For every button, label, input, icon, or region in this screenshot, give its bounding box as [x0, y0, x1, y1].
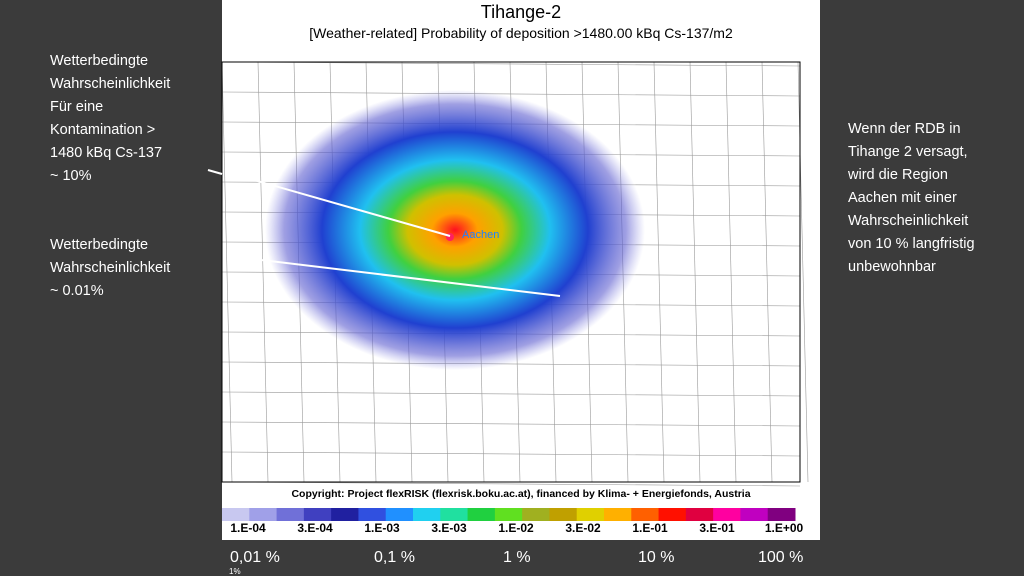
map-title: Tihange-2: [481, 2, 561, 22]
colorbar-label: 1.E-02: [498, 521, 534, 535]
colorbar-segment: [303, 508, 332, 521]
colorbar-segment: [222, 508, 250, 521]
grid-line: [221, 91, 801, 97]
colorbar-segment: [631, 508, 660, 521]
city-label: Aachen: [462, 229, 499, 241]
cut-label: 1%: [229, 567, 241, 576]
colorbar-segment: [276, 508, 305, 521]
note-line: 1480 kBq Cs-137: [50, 145, 162, 161]
colorbar-label: 3.E-03: [431, 521, 467, 535]
grid-line: [221, 391, 801, 397]
colorbar-label: 3.E-04: [297, 521, 333, 535]
grid-line: [221, 361, 801, 367]
grid-line: [221, 61, 801, 67]
grid-line: [761, 61, 773, 483]
deposition-plume: [265, 90, 645, 370]
note-line: Aachen mit einer: [848, 190, 957, 206]
colorbar-segment: [549, 508, 578, 521]
grid-line: [725, 61, 737, 483]
grid-line: [221, 451, 801, 457]
colorbar-segment: [658, 508, 687, 521]
colorbar-segment: [767, 508, 796, 521]
grid-line: [689, 61, 701, 483]
note-line: Für eine: [50, 99, 103, 115]
colorbar-label: 1.E-03: [364, 521, 400, 535]
colorbar-segment: [576, 508, 605, 521]
note-line: Wahrscheinlichkeit: [50, 260, 170, 276]
copyright: Copyright: Project flexRISK (flexrisk.bo…: [291, 488, 750, 500]
colorbar-segment: [685, 508, 714, 521]
map-subtitle: [Weather-related] Probability of deposit…: [309, 25, 733, 41]
colorbar-segment: [385, 508, 414, 521]
colorbar: 1.E-04 3.E-04 1.E-03 3.E-03 1.E-02 3.E-02 1.E-…: [222, 508, 804, 535]
note-line: unbewohnbar: [848, 259, 936, 275]
note-line: ~ 0.01%: [50, 283, 104, 299]
pointer-line: [207, 169, 223, 175]
grid-line: [221, 421, 801, 427]
note-line: Tihange 2 versagt,: [848, 144, 968, 160]
percent-label: 100 %: [758, 549, 803, 566]
note-line: wird die Region: [847, 167, 948, 183]
colorbar-label: 1.E+00: [765, 521, 804, 535]
colorbar-label: 1.E-01: [632, 521, 668, 535]
note-line: ~ 10%: [50, 168, 92, 184]
note-line: Wahrscheinlichkeit: [50, 76, 170, 92]
colorbar-label: 1.E-04: [230, 521, 266, 535]
pointer-line: [227, 255, 561, 297]
colorbar-segment: [413, 508, 441, 521]
note-line: Wetterbedingte: [50, 237, 148, 253]
percent-label: 1 %: [503, 549, 531, 566]
note-line: von 10 % langfristig: [848, 236, 975, 252]
percent-label: 10 %: [638, 549, 674, 566]
colorbar-segment: [331, 508, 359, 521]
colorbar-segment: [440, 508, 469, 521]
colorbar-label: 3.E-02: [565, 521, 601, 535]
map-frame: [221, 61, 801, 483]
colorbar-label: 3.E-01: [699, 521, 735, 535]
percent-label: 0,1 %: [374, 549, 415, 566]
note-line: Wenn der RDB in: [848, 121, 961, 137]
grid-line: [221, 481, 801, 487]
colorbar-segment: [713, 508, 741, 521]
colorbar-segment: [358, 508, 387, 521]
note-line: Wetterbedingte: [50, 53, 148, 69]
grid-line: [653, 61, 665, 483]
note-line: Kontamination >: [50, 122, 155, 138]
colorbar-segment: [604, 508, 632, 521]
colorbar-segment: [467, 508, 496, 521]
percent-label: 0,01 %: [230, 549, 280, 566]
pointer-line: [239, 175, 451, 237]
colorbar-segment: [249, 508, 278, 521]
colorbar-segment: [494, 508, 523, 521]
note-line: Wahrscheinlichkeit: [848, 213, 968, 229]
colorbar-segment: [522, 508, 550, 521]
colorbar-segment: [740, 508, 769, 521]
